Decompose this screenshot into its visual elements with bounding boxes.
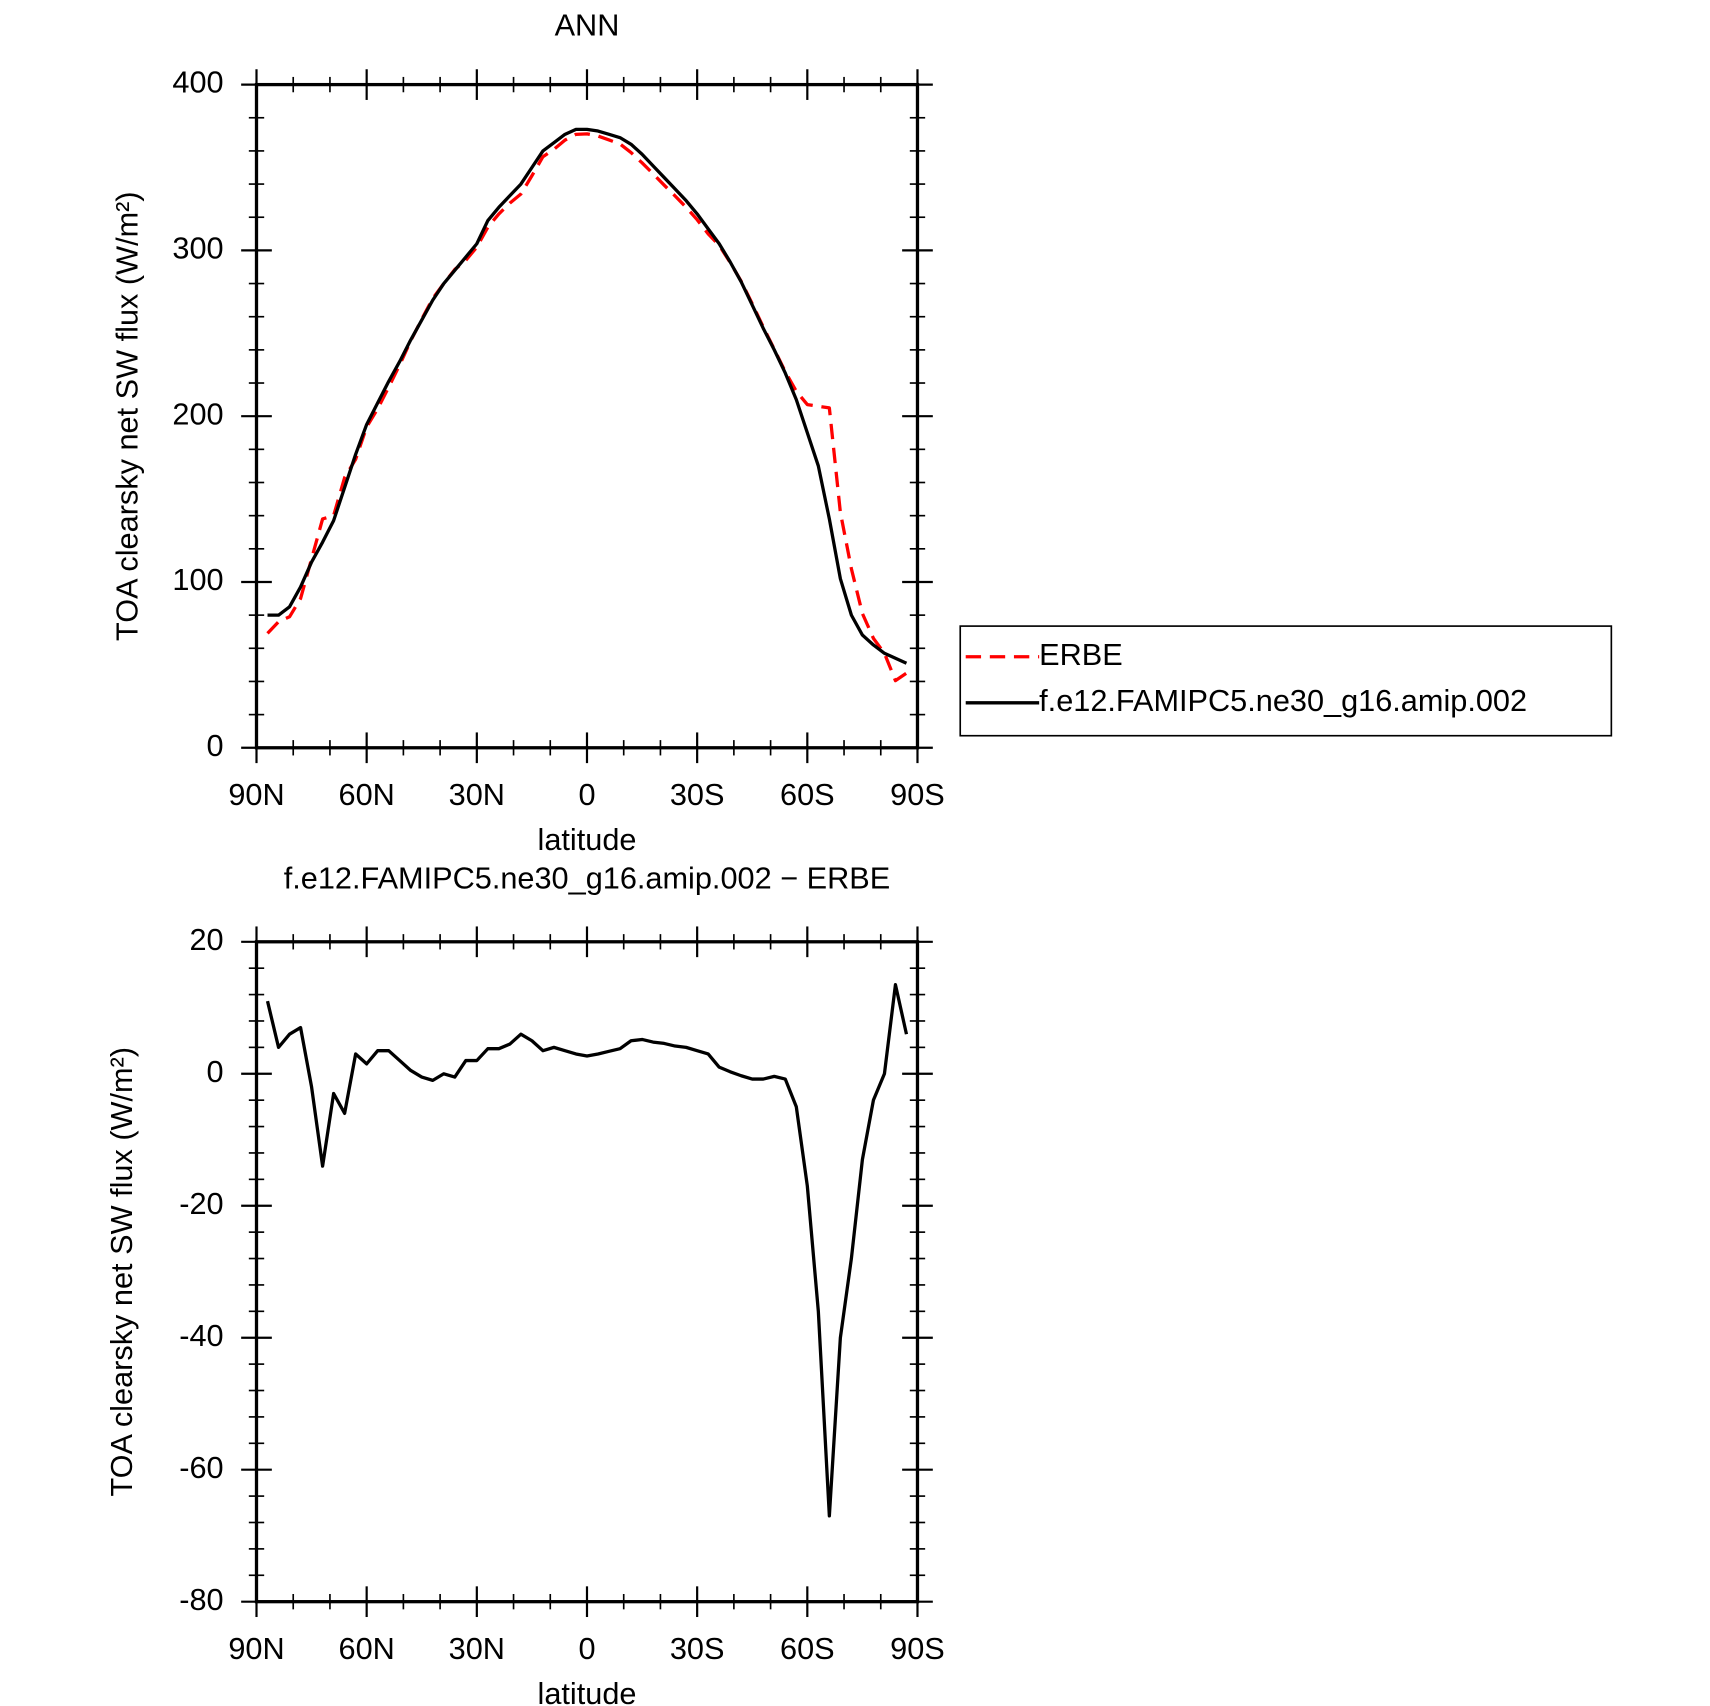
x-tick-label: 60S [780,1631,835,1666]
y-axis-label: TOA clearsky net SW flux (W/m²) [104,1047,139,1497]
y-axis-label: TOA clearsky net SW flux (W/m²) [109,191,144,641]
x-tick-label: 60S [780,777,835,812]
y-tick-label: 400 [172,65,223,100]
data-line [266,132,908,683]
legend-label: f.e12.FAMIPC5.ne30_g16.amip.002 [1039,683,1527,718]
x-tick-label: 30N [449,1631,505,1666]
x-tick-label: 30S [670,1631,725,1666]
y-tick-label: 300 [172,230,223,265]
chart-title: f.e12.FAMIPC5.ne30_g16.amip.002 − ERBE [284,861,890,896]
legend-box [959,625,1613,737]
legend-label: ERBE [1039,637,1123,672]
y-tick-label: -40 [179,1318,223,1353]
data-line [267,127,908,665]
x-tick-label: 90S [890,777,945,812]
x-tick-label: 60N [339,1631,395,1666]
x-tick-label: 90N [228,777,284,812]
x-tick-label: 30N [449,777,505,812]
y-tick-label: -20 [179,1186,223,1221]
y-tick-label: 100 [172,562,223,597]
x-axis-label: latitude [538,822,637,857]
chart-title: ANN [555,8,620,43]
x-tick-label: 90N [228,1631,284,1666]
x-axis-label: latitude [538,1676,637,1706]
y-tick-label: 0 [207,1054,224,1089]
x-tick-label: 60N [339,777,395,812]
x-tick-label: 0 [578,1631,595,1666]
plot-frame [254,940,920,1604]
data-line [265,983,909,1518]
y-tick-label: -60 [179,1450,223,1485]
y-tick-label: -80 [179,1582,223,1617]
x-tick-label: 30S [670,777,725,812]
y-tick-label: 0 [207,728,224,763]
x-tick-label: 90S [890,1631,945,1666]
plot-frame [254,82,920,750]
x-tick-label: 0 [578,777,595,812]
y-tick-label: 20 [189,922,223,957]
y-tick-label: 200 [172,396,223,431]
